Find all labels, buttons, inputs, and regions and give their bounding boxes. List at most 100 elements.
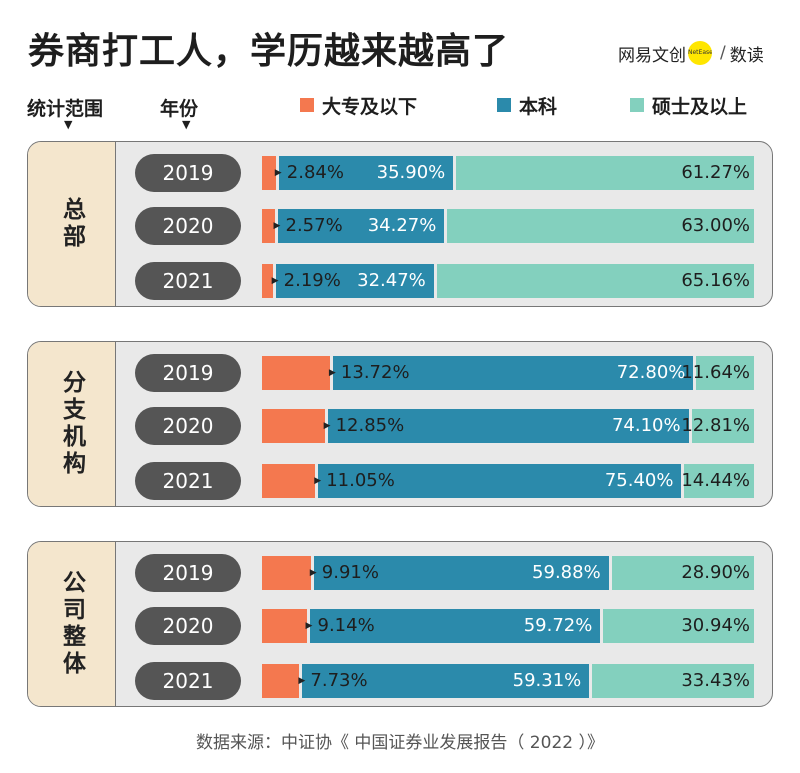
- bar-segment-bachelor: [327, 409, 689, 443]
- data-label-bachelor: 59.31%: [512, 670, 582, 691]
- bar-segment-associate: [262, 356, 330, 390]
- legend-swatch-bachelor: [497, 98, 511, 112]
- data-label-bachelor: 34.27%: [367, 215, 437, 236]
- year-header-label: 年份: [160, 98, 199, 120]
- panel-label: 总部: [28, 142, 116, 306]
- data-label-master: 12.81%: [681, 415, 750, 436]
- pointer-icon: ▶: [323, 421, 331, 431]
- legend-item-associate: 大专及以下: [300, 94, 418, 118]
- pointer-icon: ▶: [314, 476, 322, 486]
- data-label-bachelor: 32.47%: [357, 270, 426, 291]
- data-label-bachelor: 35.90%: [376, 162, 446, 183]
- bar-segment-master: [603, 609, 754, 643]
- brand-column: 数读: [729, 45, 764, 66]
- pointer-icon: ▶: [328, 368, 336, 378]
- pointer-icon: ▶: [274, 168, 282, 178]
- bar-segment-associate: [262, 264, 273, 298]
- bar-segment-bachelor: [318, 464, 682, 498]
- stacked-bar: ▶ 2.57% 34.27% 63.00%: [262, 209, 754, 243]
- scope-header: 统计范围: [27, 94, 103, 121]
- data-label-associate: 12.85%: [335, 415, 405, 436]
- panel-label-text: 分支机构: [58, 370, 85, 478]
- data-label-associate: 11.05%: [326, 470, 395, 491]
- bar-segment-associate: [262, 609, 307, 643]
- data-label-bachelor: 75.40%: [604, 470, 674, 491]
- bar-segment-bachelor: [278, 156, 454, 190]
- year-pill: 2019: [135, 154, 241, 192]
- data-label-associate: 7.73%: [310, 670, 368, 691]
- data-label-master: 14.44%: [681, 470, 750, 491]
- data-label-associate: 2.19%: [283, 270, 341, 291]
- data-label-bachelor: 72.80%: [616, 362, 686, 383]
- stacked-bar: ▶ 9.14% 59.72% 30.94%: [262, 609, 754, 643]
- stacked-bar: ▶ 9.91% 59.88% 28.90%: [262, 556, 754, 590]
- panel-label: 分支机构: [28, 342, 116, 506]
- panel-1: 分支机构 2019 ▶ 13.72% 72.80% 11.64% 2020 ▶ 12.85% 74…: [27, 341, 773, 507]
- pointer-icon: ▶: [298, 676, 306, 686]
- bar-segment-bachelor: [277, 209, 445, 243]
- brand-name: 网易文创: [618, 45, 686, 66]
- legend-swatch-associate: [300, 98, 314, 112]
- bar-segment-associate: [262, 664, 300, 698]
- bar-segment-bachelor: [313, 556, 609, 590]
- bar-segment-associate: [262, 556, 311, 590]
- bar-segment-master: [447, 209, 754, 243]
- source-note: 数据来源：中证协《 中国证券业发展报告（ 2022 ）》: [196, 733, 604, 753]
- pointer-icon: ▶: [309, 568, 317, 578]
- year-pill: 2019: [135, 554, 241, 592]
- legend-item-master: 硕士及以上: [630, 94, 748, 118]
- bar-segment-master: [611, 556, 754, 590]
- bar-segment-bachelor: [275, 264, 434, 298]
- data-label-master: 61.27%: [681, 162, 750, 183]
- pointer-icon: ▶: [305, 621, 313, 631]
- bar-segment-associate: [262, 409, 325, 443]
- chart-title: 券商打工人，学历越来越高了: [28, 31, 510, 72]
- bar-segment-associate: [262, 156, 276, 190]
- data-label-master: 65.16%: [681, 270, 750, 291]
- pointer-icon: ▶: [273, 221, 281, 231]
- data-label-associate: 2.57%: [285, 215, 343, 236]
- year-header: 年份: [160, 94, 198, 121]
- stacked-bar: ▶ 11.05% 75.40% 14.44%: [262, 464, 754, 498]
- bar-segment-master: [691, 409, 754, 443]
- data-label-master: 63.00%: [681, 215, 750, 236]
- brand-separator: /: [720, 43, 726, 63]
- pointer-icon: ▶: [271, 276, 279, 286]
- year-pill: 2021: [135, 462, 241, 500]
- data-label-master: 11.64%: [681, 362, 750, 383]
- bar-segment-associate: [262, 209, 275, 243]
- stacked-bar: ▶ 2.19% 32.47% 65.16%: [262, 264, 754, 298]
- panel-0: 总部 2019 ▶ 2.84% 35.90% 61.27% 2020 ▶ 2.57% 34.27%…: [27, 141, 773, 307]
- stacked-bar: ▶ 12.85% 74.10% 12.81%: [262, 409, 754, 443]
- data-label-associate: 9.91%: [321, 562, 379, 583]
- year-pill: 2021: [135, 262, 241, 300]
- year-pill: 2021: [135, 662, 241, 700]
- data-label-master: 28.90%: [681, 562, 750, 583]
- bar-segment-bachelor: [302, 664, 590, 698]
- bar-segment-master: [696, 356, 754, 390]
- bar-segment-master: [684, 464, 754, 498]
- year-pill: 2019: [135, 354, 241, 392]
- year-arrow-icon: ▼: [182, 118, 191, 131]
- legend-item-bachelor: 本科: [497, 94, 558, 118]
- stacked-bar: ▶ 2.84% 35.90% 61.27%: [262, 156, 754, 190]
- legend-label-master: 硕士及以上: [652, 95, 748, 118]
- bar-segment-master: [592, 664, 754, 698]
- data-label-master: 30.94%: [681, 615, 750, 636]
- data-label-master: 33.43%: [681, 670, 750, 691]
- legend-label-associate: 大专及以下: [322, 95, 418, 118]
- legend-label-bachelor: 本科: [519, 95, 558, 118]
- bar-segment-bachelor: [309, 609, 601, 643]
- stacked-bar: ▶ 13.72% 72.80% 11.64%: [262, 356, 754, 390]
- data-label-associate: 2.84%: [286, 162, 344, 183]
- data-label-associate: 9.14%: [317, 615, 375, 636]
- data-label-associate: 13.72%: [340, 362, 410, 383]
- year-pill: 2020: [135, 607, 241, 645]
- data-label-bachelor: 59.88%: [532, 562, 601, 583]
- panel-2: 公司整体 2019 ▶ 9.91% 59.88% 28.90% 2020 ▶ 9.14% 59.7…: [27, 541, 773, 707]
- legend-swatch-master: [630, 98, 644, 112]
- data-label-bachelor: 59.72%: [523, 615, 593, 636]
- bar-segment-master: [456, 156, 754, 190]
- stacked-bar: ▶ 7.73% 59.31% 33.43%: [262, 664, 754, 698]
- bar-segment-bachelor: [332, 356, 694, 390]
